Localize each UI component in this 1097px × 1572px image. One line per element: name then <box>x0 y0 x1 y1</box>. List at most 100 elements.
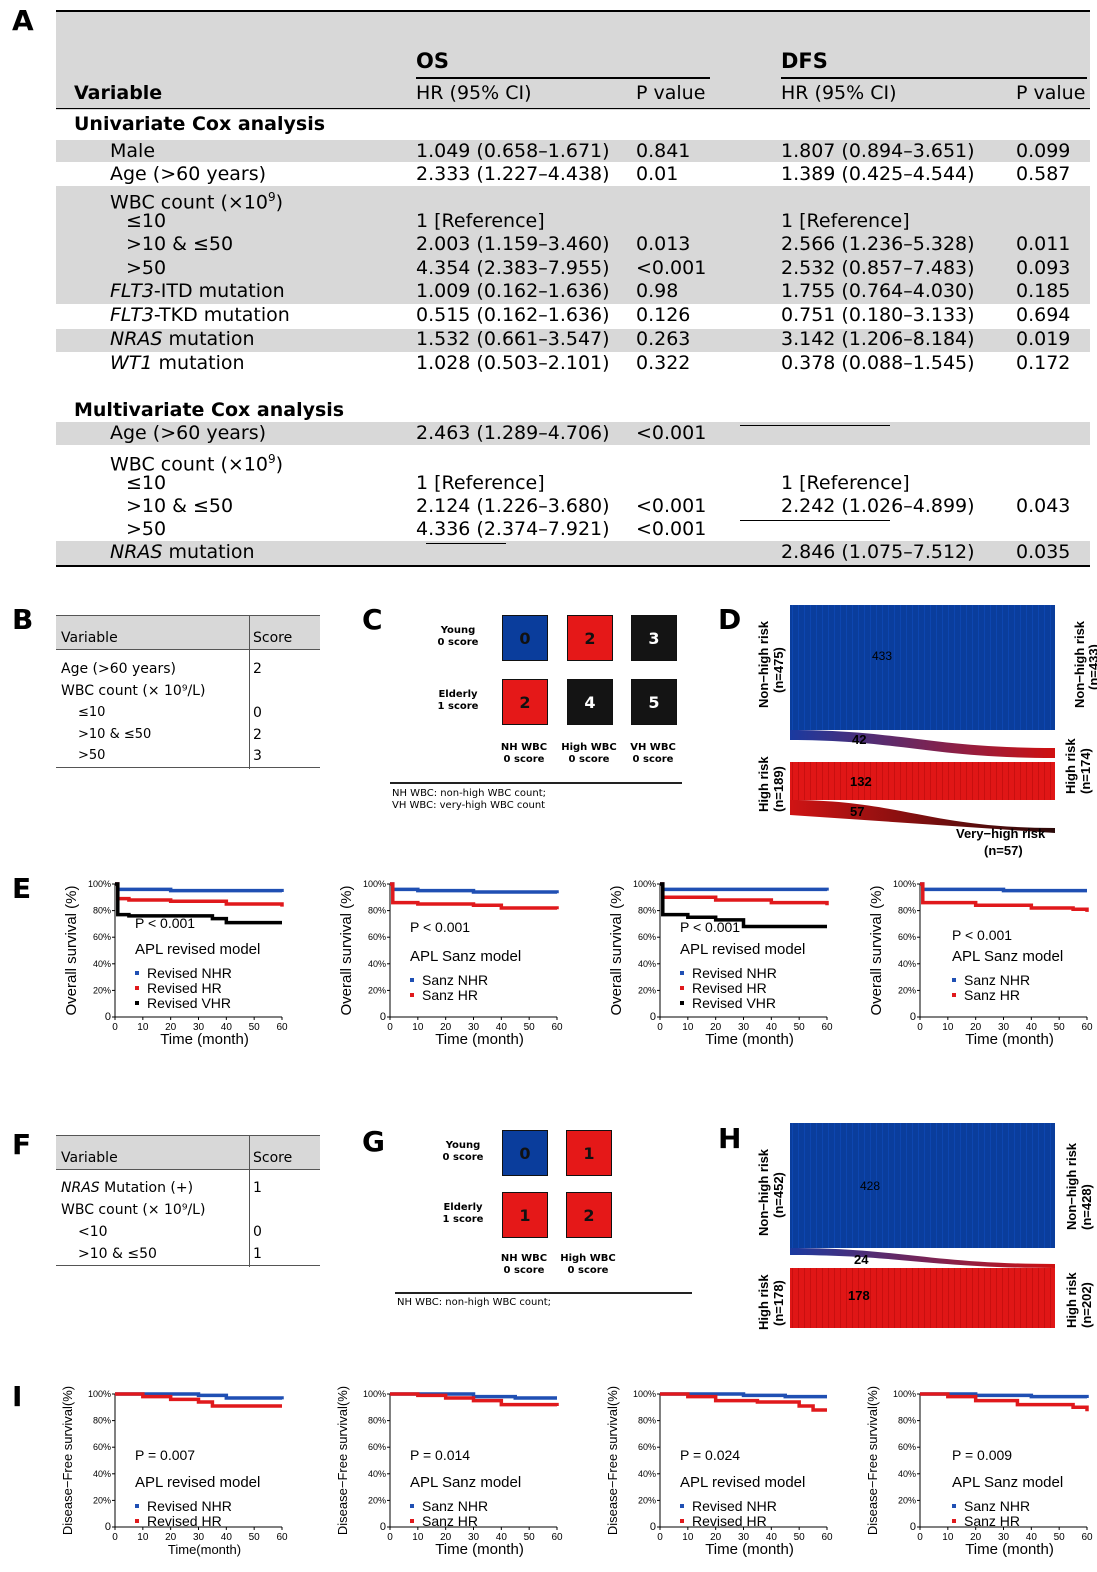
right-label: (n=428) <box>1079 1184 1094 1230</box>
legend-marker <box>135 986 139 990</box>
y-tick-label: 100% <box>88 879 111 889</box>
survival-curve-revised-hr <box>115 1392 282 1408</box>
score-row-text: Mutation (+) <box>99 1180 194 1196</box>
col-group-name: VH WBC <box>630 742 676 753</box>
legend-entry: Revised VHR <box>692 995 776 1011</box>
row-label: Male <box>110 140 155 162</box>
x-tick-label: 0 <box>387 1022 393 1033</box>
os-hr-header: HR (95% CI) <box>416 82 532 104</box>
os-hr-cell: 1.028 (0.503–2.101) <box>416 352 610 374</box>
row-label: Age (>60 years) <box>110 163 266 185</box>
superscript: 9 <box>267 190 276 204</box>
score-row-label: WBC count (× 10⁹/L) <box>61 1202 205 1218</box>
model-label: APL revised model <box>680 941 805 958</box>
x-tick-label: 10 <box>682 1022 694 1033</box>
y-tick-label: 100% <box>633 879 656 889</box>
os-p-header: P value <box>636 82 706 104</box>
right-label: High risk <box>1064 1272 1079 1328</box>
y-tick-label: 80% <box>638 1416 656 1426</box>
row-group-score: 1 score <box>437 701 479 712</box>
x-tick-label: 60 <box>276 1532 288 1543</box>
x-tick-label: 40 <box>221 1022 233 1033</box>
score-cell: 0 <box>502 615 548 661</box>
survival-curve-sanz-nhr <box>920 882 1087 893</box>
row-label-text: >50 <box>126 518 167 540</box>
right-label: (n=174) <box>1078 748 1093 794</box>
dfs-hr-cell: 1.807 (0.894–3.651) <box>781 140 975 162</box>
gene-name: FLT3 <box>110 304 154 326</box>
y-tick-label: 20% <box>93 1495 111 1505</box>
y-tick-label: 40% <box>368 959 386 969</box>
legend-marker <box>680 1504 684 1508</box>
gene-name: NRAS <box>61 1180 100 1196</box>
y-tick-label: 60% <box>368 932 386 942</box>
y-axis-label: Disease−Free survival(%) <box>605 1386 620 1535</box>
x-tick-label: 60 <box>1081 1022 1093 1033</box>
score-value: 1 <box>253 1180 262 1196</box>
score-value: 2 <box>253 661 262 677</box>
abbreviation-note: VH WBC: very-high WBC count <box>392 800 546 811</box>
row-label: >10 & ≤50 <box>126 495 233 517</box>
row-label: WBC count (×109) <box>110 186 283 213</box>
cox-analysis-table: OS DFS Variable HR (95% CI) P value HR (… <box>56 10 1090 567</box>
survival-curve-revised-hr <box>115 882 284 907</box>
panel-letter-c: C <box>362 603 383 636</box>
legend-entry: Sanz HR <box>964 1513 1020 1529</box>
x-tick-label: 30 <box>738 1532 750 1543</box>
dfs-hr-cell: 2.846 (1.075–7.512) <box>781 541 975 563</box>
score-value: 1 <box>253 1246 262 1262</box>
legend-marker <box>952 978 956 982</box>
score-row-text: >10 & ≤50 <box>78 727 152 742</box>
superscript: 9 <box>267 452 276 466</box>
legend-marker <box>135 971 139 975</box>
os-hr-cell: 1.009 (0.162–1.636) <box>416 280 610 302</box>
left-label: Non−high risk <box>756 1148 771 1236</box>
y-tick-label: 60% <box>898 932 916 942</box>
left-label: (n=475) <box>771 647 786 693</box>
os-hr-cell: 2.333 (1.227–4.438) <box>416 163 610 185</box>
col-group-label: High WBC 0 score <box>549 742 629 766</box>
panel-letter-e: E <box>12 872 32 905</box>
survival-curve-sanz-hr <box>390 1392 559 1407</box>
score-row-text: Age (>60 years) <box>61 661 176 677</box>
row-group-name: Young <box>445 1140 481 1151</box>
col-group-name: High WBC <box>560 1253 616 1264</box>
row-label-text: Age (>60 years) <box>110 422 267 444</box>
legend-entry: Revised HR <box>147 980 222 996</box>
x-tick-label: 50 <box>1054 1532 1066 1543</box>
score-cell: 2 <box>566 1192 612 1238</box>
flow-value: 57 <box>850 804 864 819</box>
dfs-p-cell: 0.011 <box>1016 233 1071 255</box>
gene-name: NRAS <box>110 328 163 350</box>
x-tick-label: 50 <box>794 1532 806 1543</box>
os-hr-cell: 2.003 (1.159–3.460) <box>416 233 610 255</box>
flow-value: 433 <box>872 649 892 663</box>
gene-name: FLT3 <box>110 280 154 302</box>
survival-curve-sanz-hr <box>920 1392 1089 1412</box>
row-label-text: >10 & ≤50 <box>126 495 234 517</box>
legend-entry: Sanz HR <box>422 1513 478 1529</box>
y-axis-label: Disease−Free survival(%) <box>865 1386 880 1535</box>
x-tick-label: 30 <box>193 1532 205 1543</box>
row-group-score: 1 score <box>442 1214 484 1225</box>
x-tick-label: 30 <box>468 1532 480 1543</box>
x-tick-label: 20 <box>165 1022 177 1033</box>
right-label: (n=433) <box>1086 644 1097 690</box>
dfs-hr-cell: 0.751 (0.180–3.133) <box>781 304 975 326</box>
right-label: Non−high risk <box>1072 620 1087 708</box>
x-tick-label: 20 <box>710 1022 722 1033</box>
x-tick-label: 20 <box>440 1022 452 1033</box>
score-row-label: >10 & ≤50 <box>78 1246 157 1262</box>
left-label: (n=452) <box>771 1172 786 1218</box>
legend-marker <box>680 1001 684 1005</box>
col-group-name: NH WBC <box>500 742 548 753</box>
row-group-label: Young 0 score <box>423 1140 503 1164</box>
x-tick-label: 40 <box>496 1532 508 1543</box>
flow-high-stay <box>790 1268 1055 1328</box>
y-tick-label: 100% <box>893 879 916 889</box>
dfs-hr-cell: 1.389 (0.425–4.544) <box>781 163 975 185</box>
os-hr-cell: 0.515 (0.162–1.636) <box>416 304 610 326</box>
x-axis-label: Time (month) <box>965 1031 1054 1048</box>
y-axis-label: Disease−Free survival(%) <box>335 1386 350 1535</box>
x-tick-label: 60 <box>821 1022 833 1033</box>
